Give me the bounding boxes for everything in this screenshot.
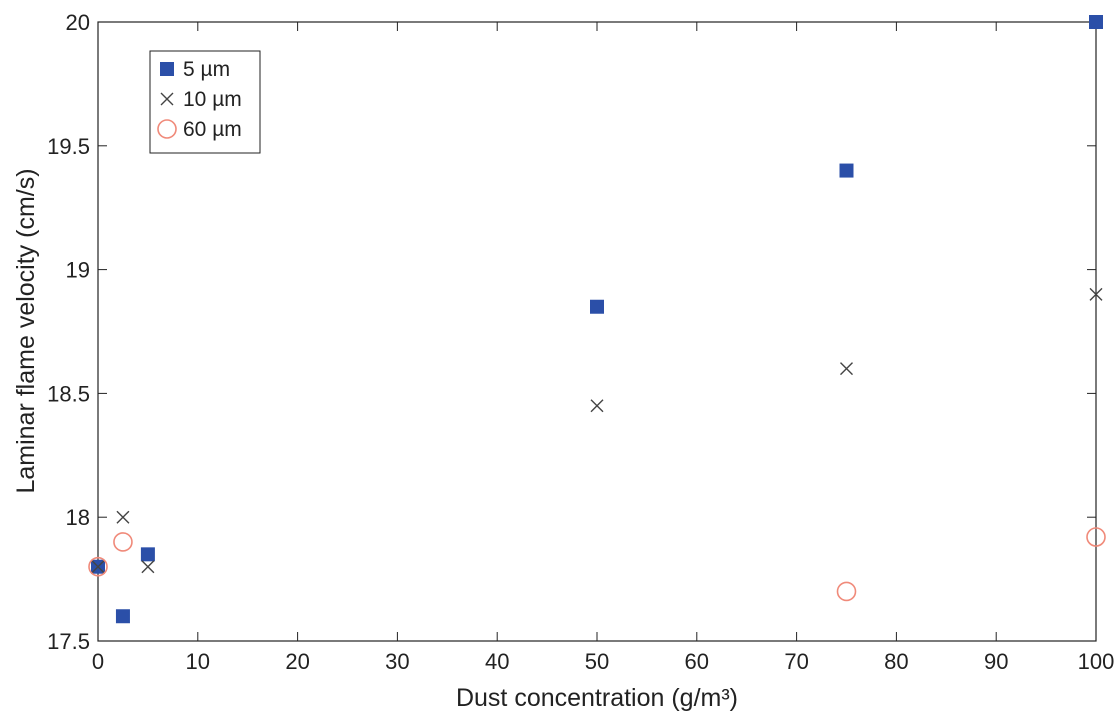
marker-square (140, 547, 155, 562)
marker-circle (113, 532, 133, 552)
legend-label: 5 µm (183, 58, 230, 81)
x-tick-label: 10 (186, 649, 210, 674)
y-axis-label: Laminar flame velocity (cm/s) (12, 168, 40, 493)
marker-circle (1086, 527, 1106, 547)
x-tick-label: 60 (685, 649, 709, 674)
x-tick-label: 90 (984, 649, 1008, 674)
x-tick-label: 40 (485, 649, 509, 674)
x-tick-label: 30 (385, 649, 409, 674)
marker-x (160, 92, 174, 106)
x-tick-label: 50 (585, 649, 609, 674)
y-tick-label: 19.5 (47, 134, 90, 159)
series (88, 527, 1106, 602)
x-tick-label: 80 (884, 649, 908, 674)
marker-x (1089, 287, 1103, 301)
x-tick-label: 100 (1078, 649, 1115, 674)
x-tick-label: 0 (92, 649, 104, 674)
marker-circle (88, 556, 108, 577)
marker-x (141, 560, 155, 574)
legend: 5 µm 10 µm 60 µm (149, 50, 261, 154)
y-tick-label: 17.5 (47, 629, 90, 654)
marker-x (116, 510, 130, 524)
marker-square (590, 299, 604, 314)
marker-square (115, 609, 130, 624)
marker-x (590, 399, 604, 413)
marker-x (840, 362, 853, 376)
y-tick-label: 18.5 (47, 381, 90, 406)
marker-square (1089, 15, 1103, 29)
marker-square (160, 62, 174, 76)
legend-label: 10 µm (183, 88, 242, 111)
y-tick-label: 20 (66, 10, 90, 35)
marker-square (839, 163, 854, 178)
marker-x (91, 560, 105, 574)
x-tick-label: 70 (784, 649, 808, 674)
series (91, 287, 1103, 574)
legend-label: 60 µm (183, 118, 242, 141)
y-tick-label: 18 (66, 505, 90, 530)
x-axis-label: Dust concentration (g/m³) (456, 684, 738, 712)
y-tick-label: 19 (66, 258, 90, 283)
marker-circle (836, 581, 857, 602)
marker-circle (157, 119, 177, 139)
x-tick-label: 20 (285, 649, 309, 674)
